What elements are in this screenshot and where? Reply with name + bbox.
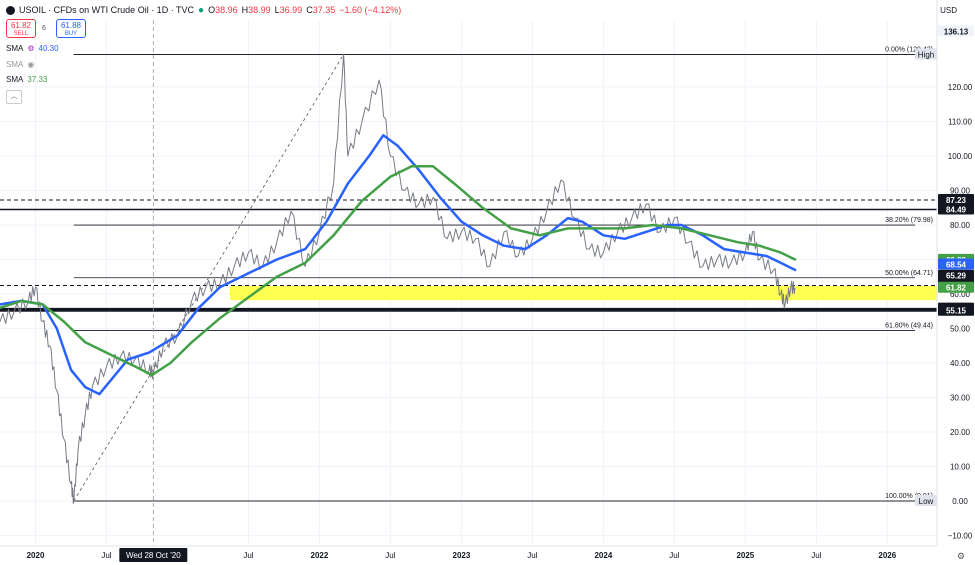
price-label-bg (938, 269, 974, 281)
crosshair-date-label: Wed 28 Oct '20 (126, 551, 181, 560)
x-tick-label: Jul (101, 551, 111, 560)
buy-price: 61.88 (60, 21, 82, 30)
y-tick-label: 10.00 (950, 463, 971, 472)
y-tick-label: 80.00 (950, 221, 971, 230)
indicator-sma-1[interactable]: SMA ⚙ 40.30 (6, 44, 59, 53)
eye-icon[interactable]: ◉ (27, 60, 35, 69)
indicator-value: 37.33 (27, 75, 48, 84)
x-tick-label: 2026 (878, 551, 896, 560)
price-label: 84.49 (946, 206, 967, 215)
fib-level-label: 38.20% (79.98) (885, 217, 933, 224)
price-label: 61.82 (946, 284, 967, 293)
x-tick-label: 2022 (311, 551, 329, 560)
trend-line (73, 54, 344, 502)
x-tick-label: Jul (811, 551, 821, 560)
buy-label: BUY (64, 31, 78, 37)
support-zone (230, 286, 937, 301)
x-tick-label: 2020 (27, 551, 45, 560)
settings-gear-icon[interactable]: ⚙ (956, 551, 965, 561)
indicator-label: SMA (6, 75, 24, 84)
y-tick-label: 30.00 (950, 394, 971, 403)
sell-button[interactable]: 61.82 SELL (6, 19, 36, 38)
fib-level-label: 61.80% (49.44) (885, 322, 933, 329)
indicator-value: 40.30 (38, 44, 59, 53)
currency-selector[interactable]: USD (940, 6, 957, 15)
price-label-bg (938, 258, 974, 270)
price-label: 68.54 (946, 261, 967, 270)
symbol-title[interactable]: USOIL · CFDs on WTI Crude Oil · 1D · TVC (19, 5, 195, 15)
sma-green-series (0, 165, 797, 377)
symbol-logo-icon (6, 5, 15, 15)
support-band (0, 308, 937, 312)
spread-value: 6 (42, 25, 46, 32)
sell-price: 61.82 (10, 21, 32, 30)
x-tick-label: Jul (243, 551, 253, 560)
price-label-bg (938, 25, 974, 37)
y-tick-label: 0.00 (952, 497, 968, 506)
ohlc-open: O38.96 (208, 5, 238, 15)
x-tick-label: Jul (385, 551, 395, 560)
sell-label: SELL (13, 31, 29, 37)
price-label-bg (938, 194, 974, 206)
crosshair-date-bg (119, 548, 188, 562)
y-tick-label: 100.00 (948, 152, 973, 161)
y-tick-label: 90.00 (950, 187, 971, 196)
chart-legend: USOIL · CFDs on WTI Crude Oil · 1D · TVC… (6, 3, 401, 17)
indicator-label: SMA (6, 60, 24, 69)
y-tick-label: 40.00 (950, 359, 971, 368)
ohlc-low: L36.99 (274, 5, 303, 15)
x-tick-label: Jul (669, 551, 679, 560)
indicator-sma-3[interactable]: SMA 37.33 (6, 75, 47, 84)
extreme-label-bg (915, 48, 937, 60)
price-label-bg (938, 281, 974, 293)
extreme-label-bg (915, 494, 937, 506)
fib-level-label: 50.00% (64.71) (885, 270, 933, 277)
price-label: 87.23 (946, 196, 967, 205)
ohlc-change: −1.60 (−4.12%) (339, 5, 402, 15)
y-tick-label: 60.00 (950, 290, 971, 299)
collapse-legend-button[interactable]: ︿ (6, 90, 22, 104)
buy-button[interactable]: 61.88 BUY (56, 19, 86, 38)
price-label-bg (938, 304, 974, 316)
price-series (0, 54, 796, 504)
indicator-sma-2[interactable]: SMA ◉ (6, 60, 34, 69)
fib-level-label: 100.00% (0.01) (885, 493, 933, 500)
ohlc-high: H38.99 (241, 5, 271, 15)
indicator-label: SMA (6, 44, 24, 53)
ohlc-close: C37.35 (306, 5, 336, 15)
chevron-up-icon: ︿ (10, 93, 18, 100)
price-label: 136.13 (944, 27, 969, 36)
settings-icon[interactable]: ⚙ (27, 44, 35, 53)
fib-level-label: 0.00% (129.42) (885, 47, 933, 54)
x-tick-label: 2023 (453, 551, 471, 560)
price-label: 55.15 (946, 307, 967, 316)
extreme-label: Low (919, 497, 934, 506)
sma-blue-series (0, 134, 797, 396)
price-label-bg (938, 203, 974, 215)
y-tick-label: −10.00 (948, 532, 973, 541)
price-label: 65.29 (946, 272, 967, 281)
x-tick-label: 2025 (736, 551, 754, 560)
market-status-icon: ● (198, 4, 205, 16)
extreme-label: High (918, 51, 934, 60)
y-tick-label: 20.00 (950, 428, 971, 437)
x-tick-label: 2024 (594, 551, 612, 560)
y-tick-label: 120.00 (948, 83, 973, 92)
y-tick-label: 110.00 (948, 118, 972, 127)
y-tick-label: 50.00 (950, 325, 971, 334)
x-tick-label: Jul (527, 551, 537, 560)
